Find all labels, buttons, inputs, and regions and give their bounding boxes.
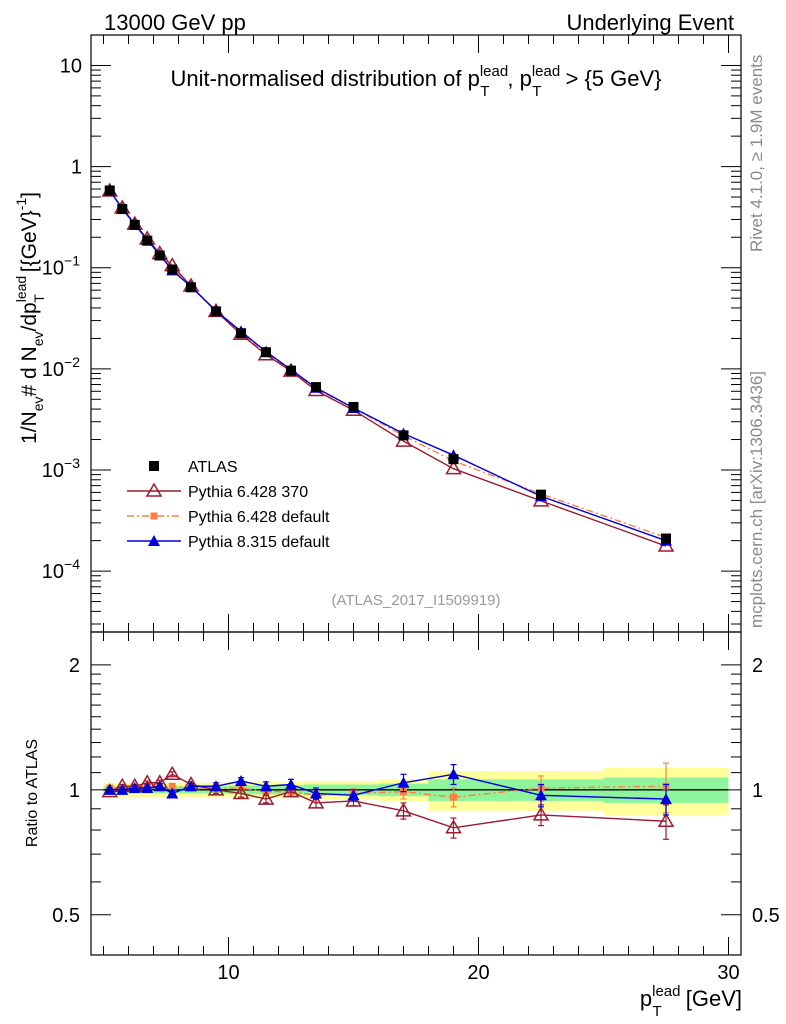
atlas-point bbox=[211, 306, 221, 317]
x-tick-label: 10 bbox=[217, 962, 239, 984]
legend: ATLAS Pythia 6.428 370 Pythia 6.428 defaul… bbox=[127, 459, 330, 551]
legend-label-py6_default: Pythia 6.428 default bbox=[188, 509, 330, 526]
py6_370-ratio-point bbox=[445, 819, 462, 834]
py8_default-ratio-point bbox=[210, 780, 222, 792]
py8_default-ratio-point bbox=[153, 780, 166, 792]
main-y-axis-label: 1/Nev# d Nev/dplead T[{GeV}-1] bbox=[13, 192, 47, 444]
legend-marker-atlas bbox=[149, 461, 159, 471]
atlas-point bbox=[142, 235, 153, 246]
py6_370-ratio-point bbox=[163, 765, 181, 781]
atlas-point bbox=[117, 204, 128, 215]
legend-entry-py6_default: Pythia 6.428 default bbox=[127, 509, 330, 526]
legend-marker-py6_default bbox=[150, 512, 158, 520]
x-tick-label: 20 bbox=[467, 962, 489, 984]
py8_default-ratio-point bbox=[397, 776, 410, 788]
atlas-point bbox=[154, 250, 165, 261]
py8_default-ratio-point bbox=[235, 775, 247, 787]
py6_370-ratio-point bbox=[282, 783, 300, 798]
ratio-panel-frame bbox=[90, 631, 742, 956]
py8_default-ratio-point bbox=[116, 783, 129, 795]
atlas-point bbox=[286, 365, 296, 376]
rivet-version-text: Rivet 4.1.0, ≥ 1.9M events bbox=[747, 55, 766, 252]
ratio-y-tick-label: 0.5 bbox=[52, 905, 80, 927]
atlas-point bbox=[536, 489, 546, 500]
py6_default-ratio-point bbox=[450, 793, 457, 801]
legend-entry-py8_default: Pythia 8.315 default bbox=[127, 534, 330, 551]
atlas-point bbox=[348, 401, 359, 412]
py8_default-ratio-point bbox=[141, 782, 154, 794]
py8_default-ratio-point bbox=[310, 787, 322, 799]
ratio-y-tick-label: 2 bbox=[69, 655, 80, 677]
header-right: Underlying Event bbox=[566, 10, 734, 35]
atlas-point bbox=[398, 430, 409, 441]
py8_default-ratio-point bbox=[166, 787, 179, 799]
main-y-tick-label: 10−1 bbox=[42, 253, 80, 280]
main-y-tick-label: 10 bbox=[60, 55, 82, 77]
ratio-series-py8_default bbox=[103, 764, 672, 816]
atlas-point bbox=[104, 185, 115, 196]
py6_370-ratio-point bbox=[232, 784, 250, 800]
py6_370-point bbox=[445, 460, 462, 475]
legend-label-py6_370: Pythia 6.428 370 bbox=[188, 484, 308, 501]
legend-marker-py8_default bbox=[148, 535, 160, 546]
atlas-point bbox=[129, 219, 140, 230]
ratio-y-tick-label-right: 2 bbox=[752, 655, 763, 677]
legend-entry-py6_370: Pythia 6.428 370 bbox=[127, 482, 308, 501]
x-axis-label: plead T [GeV] bbox=[640, 983, 742, 1020]
legend-entry-atlas: ATLAS bbox=[149, 459, 238, 476]
py8_default-ratio-point bbox=[447, 768, 460, 780]
atlas-point bbox=[261, 347, 271, 358]
legend-label-atlas: ATLAS bbox=[188, 459, 238, 476]
py8_default-ratio-point bbox=[128, 782, 141, 794]
py6_default-ratio-point bbox=[168, 782, 176, 790]
atlas-point bbox=[186, 282, 196, 293]
ratio-y-tick-label: 1 bbox=[69, 780, 80, 802]
py6_370-ratio-point bbox=[395, 802, 412, 817]
main-y-tick-label: 1 bbox=[71, 157, 82, 179]
ratio-y-tick-label-right: 1 bbox=[752, 780, 763, 802]
ratio-y-tick-label-right: 0.5 bbox=[752, 905, 780, 927]
main-y-tick-label: 10−4 bbox=[42, 556, 80, 583]
main-plot-title: Unit-normalised distribution of plead T, … bbox=[170, 63, 661, 100]
atlas-point bbox=[448, 454, 459, 465]
py8_default-ratio-point bbox=[285, 778, 297, 790]
atlas-point bbox=[661, 533, 671, 544]
py6_370-ratio-point bbox=[657, 812, 675, 828]
atlas-point bbox=[311, 382, 321, 393]
py6_370-ratio-point bbox=[532, 806, 550, 821]
py8_default-ratio-point bbox=[347, 789, 360, 801]
main-y-tick-label: 10−3 bbox=[42, 455, 80, 482]
atlas-point bbox=[236, 328, 246, 339]
ratio-panel: 2 2 1 1 0.5 0.5 10 20 30 Ratio to ATLAS plead T [… bbox=[24, 631, 780, 1020]
main-panel: 10 1 10−1 10−2 10−3 10−4 Unit-normalised dist… bbox=[13, 34, 742, 633]
legend-marker-py6_370 bbox=[145, 482, 163, 497]
ratio-y-axis-label: Ratio to ATLAS bbox=[24, 739, 41, 847]
py8_default-ratio-point bbox=[660, 793, 672, 805]
mcplots-reference-text: mcplots.cern.ch [arXiv:1306.3436] bbox=[747, 371, 766, 628]
series-atlas bbox=[104, 185, 671, 544]
analysis-watermark: (ATLAS_2017_I1509919) bbox=[331, 592, 500, 609]
main-y-tick-label: 10−2 bbox=[42, 354, 80, 381]
py8_default-ratio-point bbox=[185, 780, 197, 792]
py8_default-ratio-point bbox=[535, 789, 547, 801]
x-tick-label: 30 bbox=[717, 962, 739, 984]
py6_370-ratio-point bbox=[307, 794, 325, 809]
atlas-point bbox=[167, 264, 178, 275]
py8_default-ratio-point bbox=[260, 780, 272, 792]
header-left: 13000 GeV pp bbox=[104, 10, 246, 35]
py6_370-ratio-point bbox=[257, 790, 275, 805]
py6_default-ratio-point bbox=[237, 784, 245, 792]
legend-label-py8_default: Pythia 8.315 default bbox=[188, 534, 330, 551]
